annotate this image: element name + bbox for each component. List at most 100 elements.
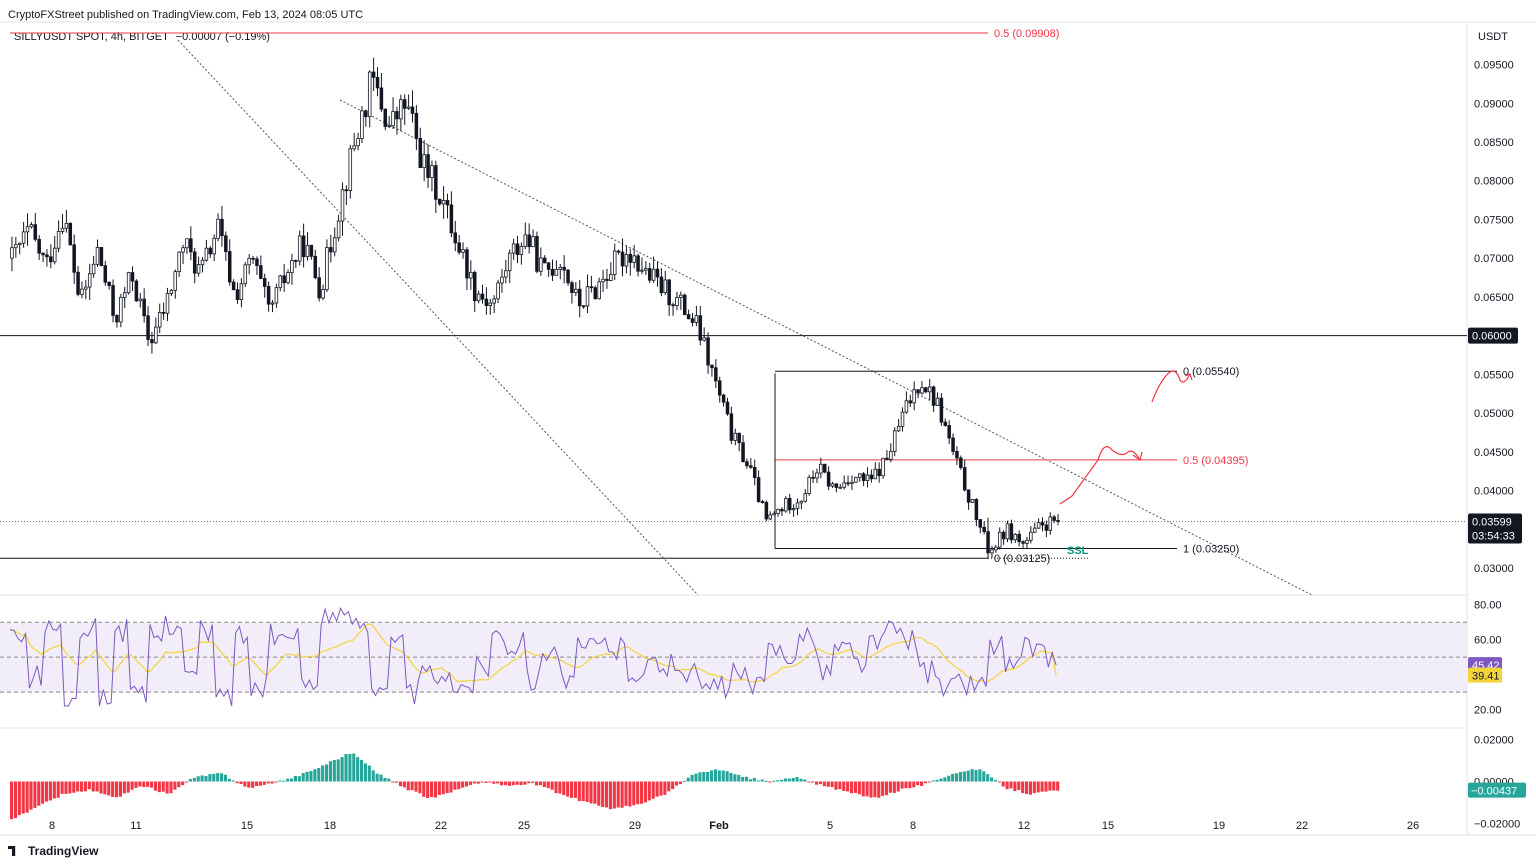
candle[interactable] <box>865 474 870 482</box>
candle[interactable] <box>286 272 290 284</box>
candle[interactable] <box>815 472 819 479</box>
candle[interactable] <box>41 252 45 256</box>
candle[interactable] <box>581 305 586 308</box>
candle[interactable] <box>204 247 209 261</box>
candle[interactable] <box>122 292 127 298</box>
candle[interactable] <box>873 468 878 480</box>
candle[interactable] <box>445 200 450 206</box>
candle[interactable] <box>496 282 500 300</box>
candle[interactable] <box>523 234 528 247</box>
candle[interactable] <box>472 271 477 302</box>
candle[interactable] <box>60 227 65 232</box>
candle[interactable] <box>667 279 671 306</box>
candle[interactable] <box>542 257 547 264</box>
candle[interactable] <box>387 125 391 128</box>
descending-trendline-steep[interactable] <box>177 39 699 596</box>
candle[interactable] <box>56 230 61 249</box>
candle[interactable] <box>686 314 691 320</box>
candle[interactable] <box>457 242 461 253</box>
candle[interactable] <box>10 247 14 259</box>
candle[interactable] <box>636 255 640 272</box>
candle[interactable] <box>313 255 318 279</box>
candle[interactable] <box>659 276 664 294</box>
candle[interactable] <box>799 500 804 504</box>
candle[interactable] <box>297 235 302 262</box>
candle[interactable] <box>239 283 244 300</box>
candle[interactable] <box>752 466 757 479</box>
candle[interactable] <box>146 315 150 340</box>
candle[interactable] <box>360 110 364 139</box>
candle[interactable] <box>710 364 714 369</box>
candle[interactable] <box>220 218 224 237</box>
candle[interactable] <box>461 249 465 253</box>
candle[interactable] <box>1044 524 1049 531</box>
candle[interactable] <box>500 276 504 284</box>
candle[interactable] <box>920 387 924 394</box>
candle[interactable] <box>309 244 314 257</box>
candle[interactable] <box>795 502 800 509</box>
candle[interactable] <box>332 237 337 253</box>
candle[interactable] <box>410 106 415 114</box>
candle[interactable] <box>982 526 986 532</box>
candle[interactable] <box>1040 522 1045 526</box>
candle[interactable] <box>756 477 761 502</box>
candle[interactable] <box>854 476 858 483</box>
candle[interactable] <box>134 280 139 302</box>
candle[interactable] <box>231 281 236 291</box>
candle[interactable] <box>504 270 508 278</box>
candle[interactable] <box>107 281 111 286</box>
candle[interactable] <box>951 437 955 452</box>
candle[interactable] <box>1052 516 1056 521</box>
candle[interactable] <box>733 432 738 441</box>
candle[interactable] <box>119 296 123 323</box>
candle[interactable] <box>208 247 213 255</box>
candle[interactable] <box>842 482 846 488</box>
candle[interactable] <box>367 71 372 118</box>
candle[interactable] <box>601 278 605 283</box>
candle[interactable] <box>539 257 543 272</box>
candle[interactable] <box>531 236 535 248</box>
candle[interactable] <box>383 108 388 127</box>
candle[interactable] <box>994 546 998 551</box>
candle[interactable] <box>95 247 100 265</box>
candle[interactable] <box>791 508 796 511</box>
candle[interactable] <box>21 231 26 244</box>
candle[interactable] <box>550 268 555 276</box>
candle[interactable] <box>484 298 489 306</box>
candle[interactable] <box>546 262 551 270</box>
candle[interactable] <box>745 461 749 467</box>
candle[interactable] <box>72 244 76 273</box>
candle[interactable] <box>955 451 959 459</box>
currency-label[interactable]: USDT <box>1478 31 1508 43</box>
candle[interactable] <box>262 278 267 287</box>
candle[interactable] <box>196 264 201 274</box>
candle[interactable] <box>395 111 399 120</box>
candle[interactable] <box>227 251 232 283</box>
candle[interactable] <box>317 277 321 299</box>
symbol-line[interactable]: SILLYUSDT SPOT, 4h, BITGET <box>14 31 169 43</box>
candle[interactable] <box>282 275 286 284</box>
candle[interactable] <box>154 326 158 344</box>
candle[interactable] <box>414 112 419 139</box>
candle[interactable] <box>177 251 181 273</box>
candle[interactable] <box>647 268 652 281</box>
candle[interactable] <box>702 337 706 341</box>
candle[interactable] <box>562 266 566 271</box>
candle[interactable] <box>476 293 481 302</box>
candle[interactable] <box>507 252 512 272</box>
candle[interactable] <box>632 255 636 263</box>
candle[interactable] <box>274 287 279 304</box>
candle[interactable] <box>480 293 485 300</box>
candle[interactable] <box>714 367 718 382</box>
candle[interactable] <box>259 265 263 279</box>
candle[interactable] <box>165 293 170 314</box>
candle[interactable] <box>892 430 897 452</box>
candle[interactable] <box>379 87 384 110</box>
candle[interactable] <box>889 450 893 460</box>
candle[interactable] <box>896 425 901 432</box>
candle[interactable] <box>694 315 699 323</box>
candle[interactable] <box>321 289 325 299</box>
candle[interactable] <box>904 400 909 413</box>
candle[interactable] <box>49 256 53 263</box>
candle[interactable] <box>764 502 769 520</box>
